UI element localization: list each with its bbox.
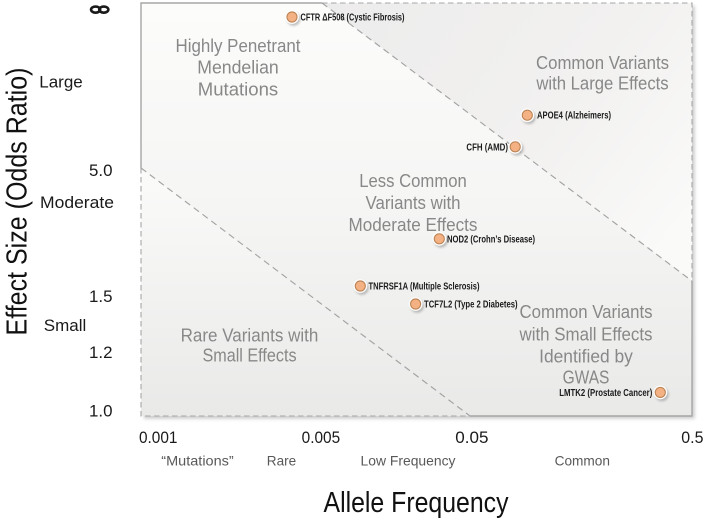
- svg-text:Allele Frequency: Allele Frequency: [324, 487, 509, 519]
- svg-text:LMTK2 (Prostate Cancer): LMTK2 (Prostate Cancer): [559, 388, 652, 399]
- svg-text:Highly Penetrant: Highly Penetrant: [176, 36, 301, 56]
- svg-text:Rare: Rare: [267, 452, 297, 468]
- svg-text:with Small Effects: with Small Effects: [519, 325, 653, 345]
- svg-text:Mutations: Mutations: [198, 80, 278, 100]
- svg-text:Common Variants: Common Variants: [520, 302, 653, 322]
- svg-text:NOD2 (Crohn’s Disease): NOD2 (Crohn’s Disease): [447, 234, 535, 245]
- svg-text:1.0: 1.0: [89, 402, 113, 421]
- svg-text:Large: Large: [39, 73, 82, 92]
- svg-text:CFTR ΔF508 (Cystic Fibrosis): CFTR ΔF508 (Cystic Fibrosis): [301, 13, 405, 24]
- svg-text:“Mutations”: “Mutations”: [161, 452, 234, 468]
- svg-text:0.005: 0.005: [302, 428, 341, 447]
- svg-text:Moderate: Moderate: [40, 193, 114, 212]
- svg-text:Variants with: Variants with: [366, 193, 461, 213]
- svg-text:APOE4 (Alzheimers): APOE4 (Alzheimers): [537, 111, 611, 122]
- svg-text:Moderate Effects: Moderate Effects: [349, 215, 478, 235]
- svg-text:CFH (AMD): CFH (AMD): [466, 142, 508, 153]
- svg-text:with Large Effects: with Large Effects: [535, 74, 668, 94]
- svg-text:1.5: 1.5: [89, 287, 113, 306]
- svg-text:5.0: 5.0: [89, 161, 113, 180]
- svg-text:GWAS: GWAS: [563, 368, 610, 388]
- svg-text:1.2: 1.2: [89, 343, 113, 362]
- svg-text:TNFRSF1A (Multiple Sclerosis): TNFRSF1A (Multiple Sclerosis): [369, 282, 480, 293]
- svg-text:TCF7L2 (Type 2 Diabetes): TCF7L2 (Type 2 Diabetes): [424, 300, 518, 311]
- svg-text:Small Effects: Small Effects: [202, 346, 296, 366]
- svg-text:Low Frequency: Low Frequency: [361, 452, 456, 468]
- svg-text:Less Common: Less Common: [359, 171, 467, 191]
- svg-text:0.001: 0.001: [139, 428, 178, 447]
- svg-text:Common: Common: [555, 452, 610, 468]
- svg-text:Rare Variants with: Rare Variants with: [181, 326, 319, 346]
- svg-text:Small: Small: [44, 316, 87, 335]
- svg-text:Mendelian: Mendelian: [197, 58, 279, 78]
- svg-text:0.5: 0.5: [681, 428, 703, 447]
- svg-text:Identified by: Identified by: [539, 347, 633, 367]
- svg-text:0.05: 0.05: [455, 428, 488, 447]
- svg-text:Common Variants: Common Variants: [536, 53, 669, 73]
- svg-text:Effect Size (Odds Ratio): Effect Size (Odds Ratio): [1, 68, 33, 336]
